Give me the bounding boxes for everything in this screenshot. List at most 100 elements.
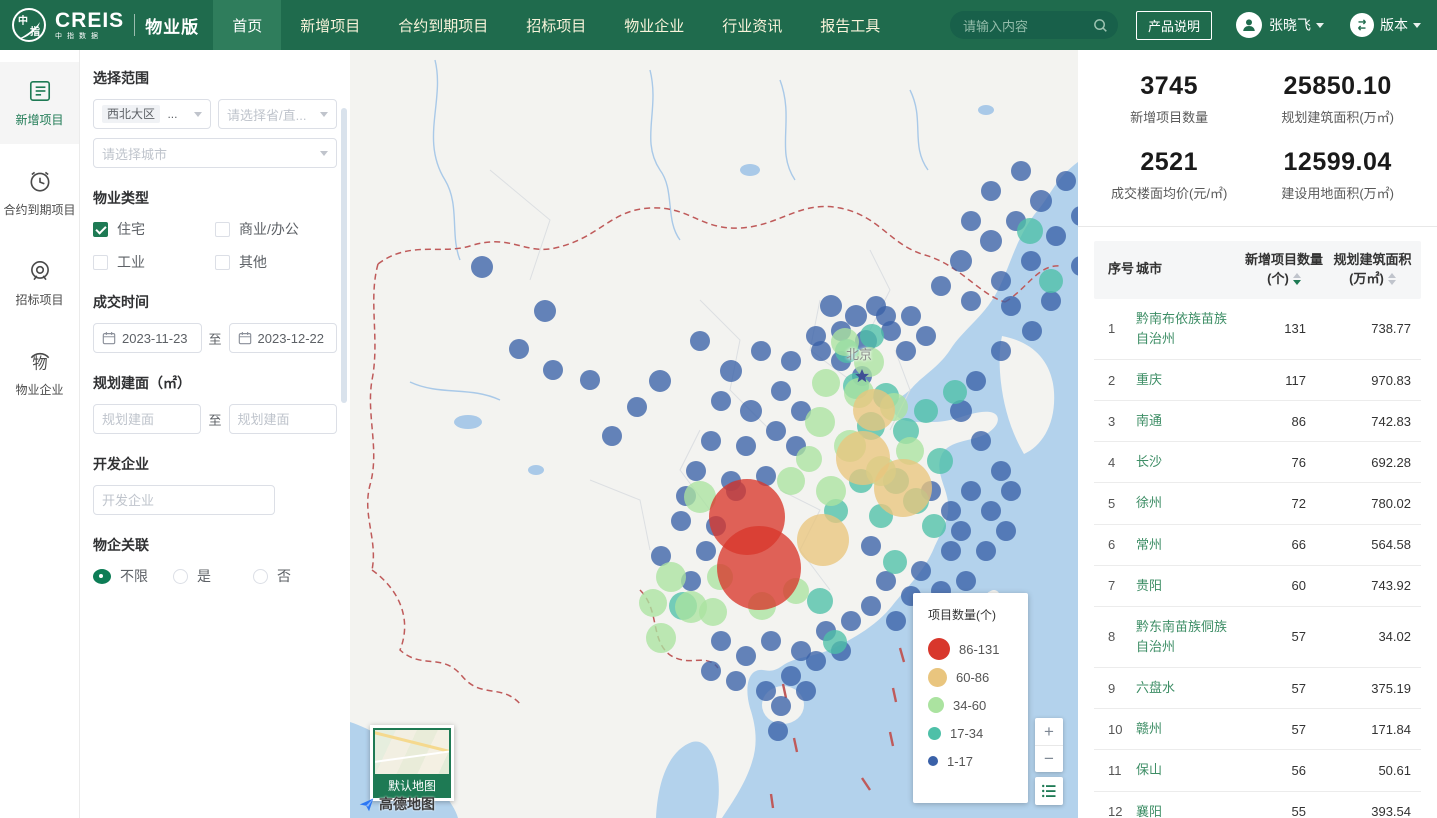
city-bubble[interactable] [646, 623, 676, 653]
city-bubble[interactable] [726, 671, 746, 691]
city-bubble[interactable] [836, 431, 890, 485]
city-bubble[interactable] [711, 391, 731, 411]
area-from-input[interactable] [93, 404, 202, 434]
zoom-out-button[interactable]: − [1035, 745, 1063, 772]
city-bubble[interactable] [901, 306, 921, 326]
city-bubble[interactable] [602, 426, 622, 446]
city-bubble[interactable] [701, 431, 721, 451]
area-to-input[interactable] [228, 404, 337, 434]
city-bubble[interactable] [1039, 269, 1063, 293]
city-link[interactable]: 徐州 [1136, 495, 1163, 511]
city-bubble[interactable] [627, 397, 647, 417]
user-menu[interactable]: 张晓飞 [1236, 12, 1324, 38]
property-type-checkbox-2[interactable]: 工业 [93, 252, 215, 272]
table-column-header-2[interactable]: 新增项目数量 (个) [1244, 252, 1323, 286]
city-bubble[interactable] [860, 324, 884, 348]
city-bubble[interactable] [1011, 161, 1031, 181]
city-bubble[interactable] [696, 541, 716, 561]
sidebar-item-0[interactable]: 新增项目 [0, 62, 79, 144]
city-bubble[interactable] [717, 526, 801, 610]
city-link[interactable]: 南通 [1136, 413, 1163, 429]
city-bubble[interactable] [914, 399, 938, 423]
city-bubble[interactable] [853, 389, 895, 431]
city-bubble[interactable] [831, 328, 859, 356]
city-bubble[interactable] [651, 546, 671, 566]
city-bubble[interactable] [805, 407, 835, 437]
city-bubble[interactable] [791, 641, 811, 661]
relation-radio-0[interactable]: 不限 [93, 566, 173, 586]
table-column-header-3[interactable]: 规划建筑面积 (万㎡) [1333, 252, 1412, 286]
city-bubble[interactable] [671, 511, 691, 531]
city-bubble[interactable] [816, 476, 846, 506]
search-input[interactable]: 请输入内容 [962, 18, 1028, 34]
date-from-input[interactable]: 2023-11-23 [93, 323, 202, 353]
city-bubble[interactable] [771, 381, 791, 401]
city-bubble[interactable] [756, 681, 776, 701]
nav-item-5[interactable]: 行业资讯 [722, 17, 783, 35]
basemap-switcher[interactable]: 默认地图 [370, 725, 454, 801]
city-bubble[interactable] [812, 369, 840, 397]
city-bubble[interactable] [883, 550, 907, 574]
city-bubble[interactable] [751, 341, 771, 361]
china-bubble-map[interactable]: 北京 项目数量(个) 86-131 60-86 34-60 17-34 1-17 + −… [350, 50, 1078, 818]
city-bubble[interactable] [956, 571, 976, 591]
city-bubble[interactable] [1001, 481, 1021, 501]
city-bubble[interactable] [896, 437, 924, 465]
city-bubble[interactable] [806, 651, 826, 671]
city-link[interactable]: 保山 [1136, 762, 1163, 778]
city-bubble[interactable] [656, 562, 686, 592]
city-bubble[interactable] [509, 339, 529, 359]
city-bubble[interactable] [781, 351, 801, 371]
city-bubble[interactable] [796, 446, 822, 472]
city-bubble[interactable] [1001, 296, 1021, 316]
search-icon[interactable] [1093, 18, 1108, 33]
city-bubble[interactable] [797, 514, 849, 566]
city-bubble[interactable] [861, 596, 881, 616]
city-bubble[interactable] [675, 591, 707, 623]
nav-item-1[interactable]: 新增项目 [300, 17, 361, 35]
city-bubble[interactable] [686, 461, 706, 481]
city-bubble[interactable] [981, 501, 1001, 521]
city-bubble[interactable] [971, 431, 991, 451]
nav-item-2[interactable]: 合约到期项目 [398, 17, 489, 35]
city-select[interactable]: 请选择城市 [93, 138, 337, 168]
city-bubble[interactable] [966, 371, 986, 391]
version-menu[interactable]: 版本 [1350, 13, 1421, 37]
city-bubble[interactable] [854, 347, 884, 377]
city-bubble[interactable] [781, 666, 801, 686]
city-bubble[interactable] [534, 300, 556, 322]
city-link[interactable]: 黔东南苗族侗族自治州 [1136, 618, 1228, 654]
city-link[interactable]: 贵阳 [1136, 577, 1163, 593]
city-bubble[interactable] [861, 536, 881, 556]
city-bubble[interactable] [1021, 251, 1041, 271]
zoom-in-button[interactable]: + [1044, 721, 1054, 741]
property-type-checkbox-1[interactable]: 商业/办公 [215, 219, 337, 239]
city-bubble[interactable] [874, 459, 932, 517]
city-link[interactable]: 赣州 [1136, 721, 1163, 737]
city-bubble[interactable] [681, 571, 701, 591]
city-bubble[interactable] [896, 341, 916, 361]
city-bubble[interactable] [766, 421, 786, 441]
city-bubble[interactable] [771, 696, 791, 716]
sidebar-item-2[interactable]: 招标项目 [0, 242, 79, 324]
city-bubble[interactable] [1071, 256, 1078, 276]
city-bubble[interactable] [961, 481, 981, 501]
city-bubble[interactable] [701, 661, 721, 681]
relation-radio-2[interactable]: 否 [253, 566, 333, 586]
city-bubble[interactable] [951, 521, 971, 541]
global-search[interactable]: 请输入内容 [949, 11, 1118, 39]
developer-input[interactable] [93, 485, 275, 515]
nav-item-3[interactable]: 招标项目 [526, 17, 587, 35]
city-bubble[interactable] [720, 360, 742, 382]
product-info-button[interactable]: 产品说明 [1135, 10, 1212, 40]
city-bubble[interactable] [791, 401, 811, 421]
city-bubble[interactable] [736, 646, 756, 666]
filter-scrollbar[interactable] [341, 108, 347, 403]
region-select[interactable]: 西北大区 ... [93, 99, 211, 129]
legend-toggle-button[interactable] [1035, 777, 1063, 805]
city-bubble[interactable] [580, 370, 600, 390]
city-bubble[interactable] [876, 306, 896, 326]
city-bubble[interactable] [841, 611, 861, 631]
city-bubble[interactable] [736, 436, 756, 456]
city-bubble[interactable] [981, 181, 1001, 201]
